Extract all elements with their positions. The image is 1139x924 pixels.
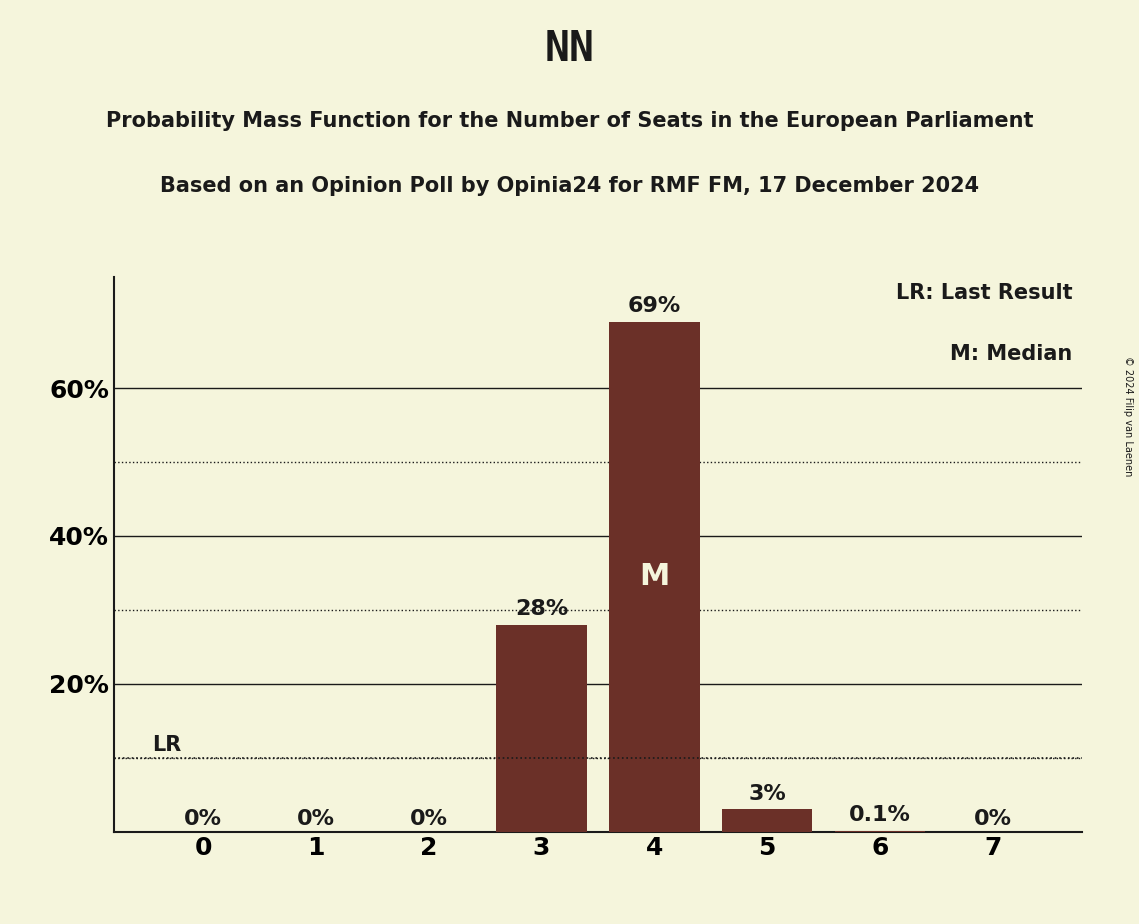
Text: © 2024 Filip van Laenen: © 2024 Filip van Laenen: [1123, 356, 1133, 476]
Text: 0%: 0%: [185, 809, 222, 830]
Text: 3%: 3%: [748, 784, 786, 804]
Bar: [609, 322, 699, 832]
Text: 28%: 28%: [515, 599, 568, 619]
Text: 0%: 0%: [410, 809, 448, 830]
Text: 0%: 0%: [974, 809, 1011, 830]
Bar: [497, 625, 587, 832]
Text: 69%: 69%: [628, 296, 681, 316]
Text: Based on an Opinion Poll by Opinia24 for RMF FM, 17 December 2024: Based on an Opinion Poll by Opinia24 for…: [159, 176, 980, 196]
Text: LR: LR: [153, 736, 181, 756]
Text: Probability Mass Function for the Number of Seats in the European Parliament: Probability Mass Function for the Number…: [106, 111, 1033, 131]
Text: M: Median: M: Median: [950, 344, 1073, 364]
Text: LR: Last Result: LR: Last Result: [895, 283, 1073, 303]
Text: M: M: [639, 562, 670, 591]
Text: NN: NN: [544, 28, 595, 69]
Text: 0.1%: 0.1%: [850, 805, 911, 825]
Text: 0%: 0%: [297, 809, 335, 830]
Bar: [722, 809, 812, 832]
